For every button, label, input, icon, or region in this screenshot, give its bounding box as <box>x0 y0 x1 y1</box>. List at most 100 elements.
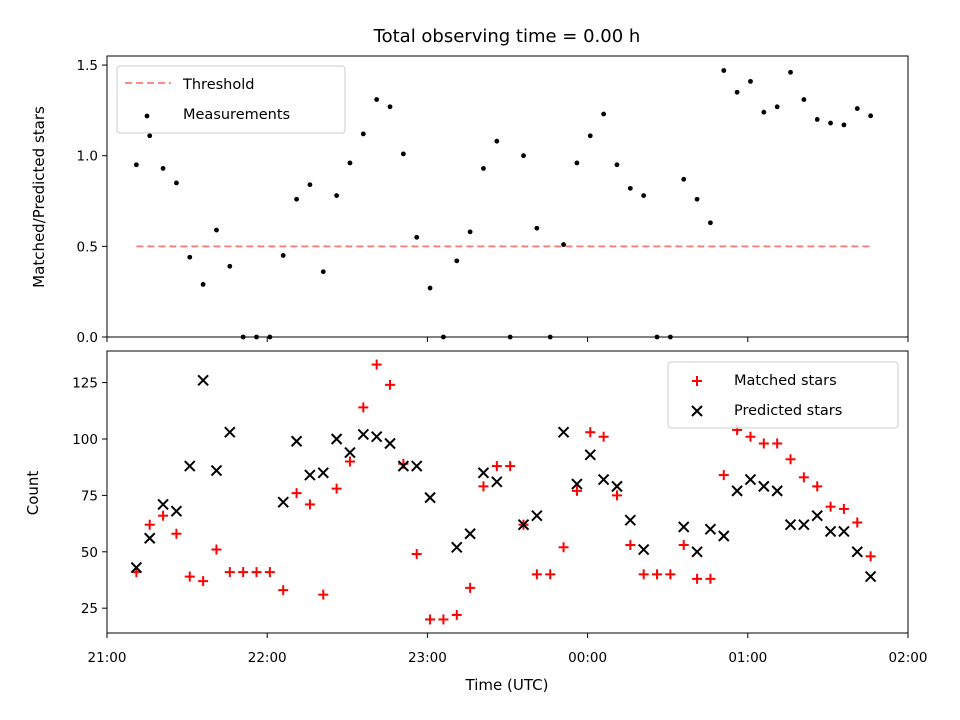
legend-predicted-swatch <box>691 405 703 417</box>
predicted-star-marker <box>130 561 143 574</box>
bottom-y-tick-label: 100 <box>72 432 98 448</box>
matched-star-marker <box>598 431 609 442</box>
matched-star-marker <box>224 567 235 578</box>
predicted-marker-b <box>758 480 770 493</box>
predicted-star-marker <box>557 426 570 438</box>
matched-star-marker <box>184 571 195 582</box>
predicted-star-marker <box>584 449 596 461</box>
predicted-marker-b <box>344 446 356 459</box>
matched-star-marker <box>852 517 863 528</box>
bottom-legend-box <box>667 361 899 429</box>
predicted-marker-b <box>144 532 156 544</box>
matched-star-marker <box>425 614 436 625</box>
predicted-marker-b <box>317 467 329 479</box>
predicted-star-marker <box>357 428 370 441</box>
predicted-marker-b <box>557 426 570 438</box>
legend-matched-label: Matched stars <box>734 373 837 389</box>
predicted-star-marker <box>184 460 196 472</box>
x-axis-label: Time (UTC) <box>465 676 549 694</box>
bottom-x-tick-label: 22:00 <box>248 650 287 666</box>
measurement-point <box>174 180 179 186</box>
measurement-point <box>307 182 313 188</box>
predicted-marker-b <box>864 570 877 583</box>
matched-star-marker <box>825 501 836 512</box>
matched-star-marker <box>264 567 275 578</box>
legend-predicted-label: Predicted stars <box>734 403 842 419</box>
measurement-point <box>147 133 153 139</box>
predicted-star-marker <box>451 541 463 553</box>
matched-star-marker <box>505 461 516 472</box>
measurement-point <box>721 68 727 73</box>
predicted-star-marker <box>624 514 637 526</box>
matched-star-marker <box>491 461 502 472</box>
measurement-point <box>521 153 526 159</box>
matched-star-marker <box>558 542 569 553</box>
predicted-star-marker <box>144 532 156 544</box>
predicted-marker-b <box>611 480 623 493</box>
matched-star-marker <box>158 510 169 521</box>
measurement-point <box>788 69 793 75</box>
predicted-marker-b <box>851 546 863 558</box>
measurement-point <box>133 162 139 168</box>
matched-star-marker <box>678 540 689 551</box>
predicted-star-marker <box>597 473 610 486</box>
top-axes-frame <box>106 55 909 338</box>
measurement-point <box>561 242 566 247</box>
predicted-marker-b <box>824 525 837 538</box>
measurement-point <box>734 89 740 95</box>
predicted-star-marker <box>317 467 329 479</box>
matched-star-marker <box>465 582 476 593</box>
matched-star-marker <box>198 576 209 587</box>
bottom-legend: Matched stars Predicted stars <box>667 361 899 429</box>
predicted-star-marker <box>384 437 396 450</box>
measurement-point <box>481 166 486 171</box>
predicted-star-marker <box>611 480 623 493</box>
measurement-point <box>854 106 860 111</box>
matched-star-marker <box>758 438 769 449</box>
predicted-marker-b <box>838 525 850 538</box>
predicted-marker-b <box>517 519 530 531</box>
measurement-point <box>400 151 406 157</box>
matched-star-marker <box>585 427 596 438</box>
measurement-point <box>454 258 460 264</box>
measurement-point <box>494 138 500 144</box>
predicted-star-marker <box>290 435 303 447</box>
predicted-marker-b <box>210 464 223 477</box>
measurement-point <box>374 97 380 102</box>
measurement-point <box>694 196 700 202</box>
predicted-star-marker <box>838 525 850 538</box>
predicted-star-marker <box>731 485 743 497</box>
matched-star-marker <box>692 573 703 584</box>
measurement-point <box>587 133 593 139</box>
predicted-star-marker <box>678 521 690 533</box>
matched-star-marker <box>438 614 449 625</box>
predicted-star-marker <box>477 467 490 479</box>
predicted-star-marker <box>744 473 757 486</box>
predicted-marker-b <box>130 561 143 574</box>
predicted-star-marker <box>531 509 543 522</box>
matched-star-marker <box>478 481 489 492</box>
predicted-marker-b <box>464 528 476 540</box>
measurement-point <box>814 117 820 122</box>
predicted-marker-b <box>491 476 503 488</box>
matched-star-marker <box>571 485 582 496</box>
predicted-star-marker <box>824 525 837 538</box>
matched-star-marker <box>611 490 622 501</box>
measurement-point <box>681 176 687 182</box>
predicted-star-marker <box>758 480 770 493</box>
measurement-point <box>334 193 340 198</box>
matched-star-marker <box>304 499 315 510</box>
matched-star-marker <box>171 528 182 539</box>
predicted-marker-b <box>637 543 650 556</box>
predicted-star-marker <box>210 464 223 477</box>
predicted-star-marker <box>718 530 730 542</box>
predicted-marker-b <box>197 374 209 387</box>
matched-star-marker <box>291 488 302 499</box>
top-legend: Threshold Measurements <box>116 65 346 134</box>
bottom-y-tick-label: 25 <box>81 601 98 617</box>
predicted-star-marker <box>304 469 316 481</box>
measurement-point <box>320 269 326 275</box>
measurement-point <box>868 113 874 119</box>
predicted-marker-b <box>811 509 823 522</box>
